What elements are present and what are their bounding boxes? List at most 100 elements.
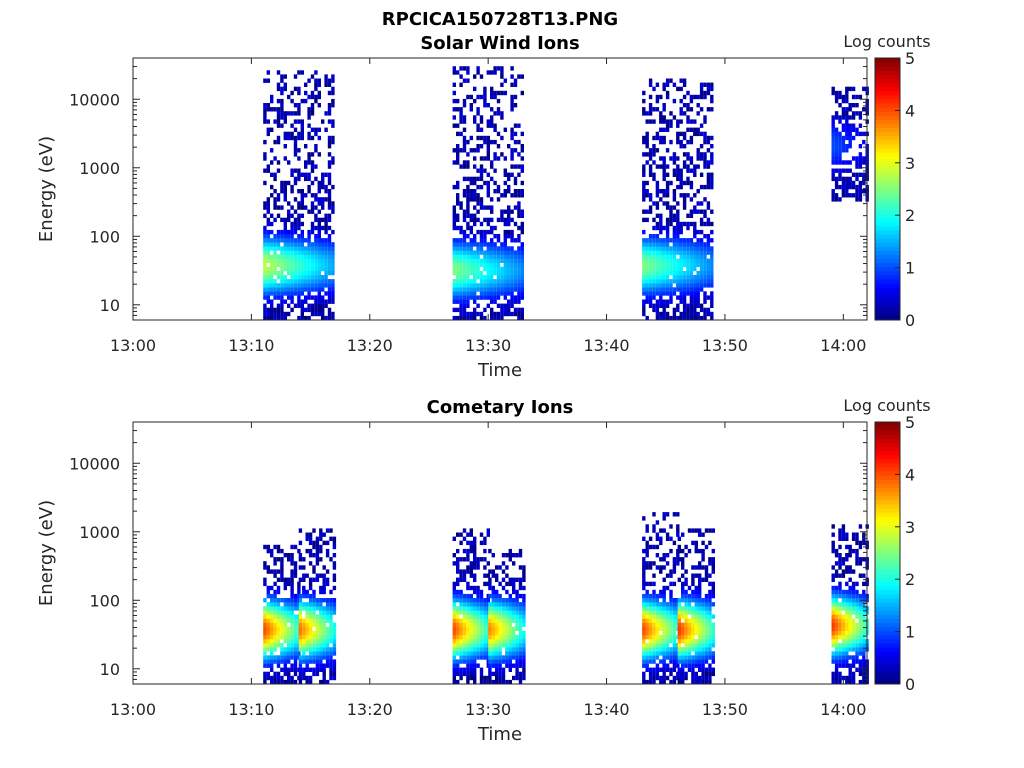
heatmap-cell: [273, 639, 277, 644]
heatmap-cell: [266, 107, 270, 112]
heatmap-cell: [512, 651, 516, 656]
heatmap-cell: [304, 279, 308, 284]
heatmap-cell: [642, 569, 646, 574]
heatmap-cell: [483, 622, 487, 627]
heatmap-cell: [652, 217, 656, 223]
heatmap-cell: [283, 585, 287, 591]
heatmap-cell: [290, 630, 294, 636]
heatmap-cell: [508, 622, 512, 627]
heatmap-cell: [486, 532, 490, 537]
heatmap-cell: [503, 266, 507, 272]
heatmap-cell: [507, 270, 511, 276]
heatmap-cell: [648, 295, 653, 300]
heatmap-cell: [486, 528, 490, 533]
heatmap-cell: [276, 663, 281, 668]
heatmap-cell: [838, 115, 842, 120]
heatmap-cell: [490, 119, 494, 124]
heatmap-cell: [652, 119, 656, 124]
heatmap-cell: [479, 168, 484, 173]
heatmap-cell: [479, 279, 484, 284]
heatmap-cell: [655, 520, 660, 525]
heatmap-cell: [841, 557, 846, 562]
heatmap-cell: [266, 291, 270, 296]
heatmap-cell: [473, 295, 477, 300]
heatmap-cell: [319, 618, 323, 623]
heatmap-cell: [479, 258, 484, 263]
heatmap-cell: [645, 618, 649, 623]
heatmap-cell: [310, 168, 315, 173]
heatmap-cell: [283, 663, 287, 668]
heatmap-cell: [310, 205, 315, 210]
heatmap-cell: [672, 655, 677, 660]
heatmap-cell: [500, 82, 504, 87]
heatmap-cell: [452, 266, 456, 272]
heatmap-cell: [851, 626, 856, 632]
heatmap-cell: [325, 639, 330, 644]
heatmap-cell: [273, 618, 277, 623]
heatmap-cell: [652, 524, 656, 529]
heatmap-cell: [858, 111, 863, 116]
heatmap-cell: [858, 630, 863, 636]
heatmap-cell: [456, 193, 460, 198]
heatmap-cell: [293, 111, 298, 116]
heatmap-cell: [684, 630, 688, 636]
heatmap-cell: [452, 123, 456, 128]
heatmap-cell: [672, 229, 677, 235]
heatmap-cell: [848, 107, 852, 112]
heatmap-cell: [694, 675, 698, 681]
heatmap-cell: [473, 189, 477, 194]
heatmap-cell: [500, 291, 504, 296]
heatmap-cell: [479, 557, 484, 562]
heatmap-cell: [310, 307, 315, 313]
heatmap-cell: [314, 148, 318, 153]
heatmap-cell: [324, 279, 328, 284]
heatmap-cell: [479, 127, 484, 132]
heatmap-cell: [659, 221, 663, 227]
heatmap-cell: [312, 647, 316, 652]
heatmap-cell: [642, 266, 646, 272]
heatmap-cell: [838, 152, 842, 157]
heatmap-cell: [304, 315, 308, 321]
heatmap-cell: [522, 569, 526, 574]
x-tick-label: 13:20: [347, 336, 393, 355]
heatmap-cell: [500, 193, 504, 198]
heatmap-cell: [642, 270, 646, 276]
heatmap-cell: [662, 172, 666, 177]
heatmap-cell: [676, 279, 680, 284]
heatmap-cell: [280, 254, 284, 259]
heatmap-cell: [297, 70, 301, 75]
heatmap-cell: [479, 238, 484, 243]
heatmap-cell: [476, 270, 480, 276]
heatmap-cell: [689, 307, 694, 313]
heatmap-cell: [704, 577, 709, 582]
heatmap-cell: [701, 577, 705, 582]
heatmap-cell: [305, 606, 309, 611]
heatmap-cell: [263, 250, 267, 255]
heatmap-cell: [510, 295, 514, 300]
heatmap-cell: [325, 655, 330, 660]
heatmap-cell: [669, 315, 673, 321]
heatmap-cell: [515, 577, 519, 582]
heatmap-cell: [314, 311, 318, 317]
heatmap-cell: [315, 663, 320, 668]
heatmap-cell: [483, 205, 487, 210]
colorbar-tick-label: 0: [905, 675, 915, 694]
colorbar-swatch: [875, 442, 900, 448]
heatmap-cell: [665, 675, 670, 681]
heatmap-cell: [858, 610, 863, 615]
heatmap-cell: [473, 221, 477, 227]
heatmap-cell: [263, 262, 267, 268]
heatmap-cell: [276, 115, 281, 120]
heatmap-cell: [659, 593, 663, 599]
heatmap-cell: [493, 242, 497, 247]
heatmap-cell: [858, 626, 863, 632]
heatmap-cell: [710, 135, 714, 141]
heatmap-cell: [834, 152, 839, 157]
heatmap-cell: [676, 184, 680, 190]
heatmap-cell: [841, 573, 846, 578]
heatmap-cell: [694, 639, 698, 644]
heatmap-cell: [689, 250, 694, 255]
heatmap-cell: [691, 679, 695, 685]
heatmap-cell: [324, 262, 328, 268]
heatmap-cell: [512, 655, 516, 660]
